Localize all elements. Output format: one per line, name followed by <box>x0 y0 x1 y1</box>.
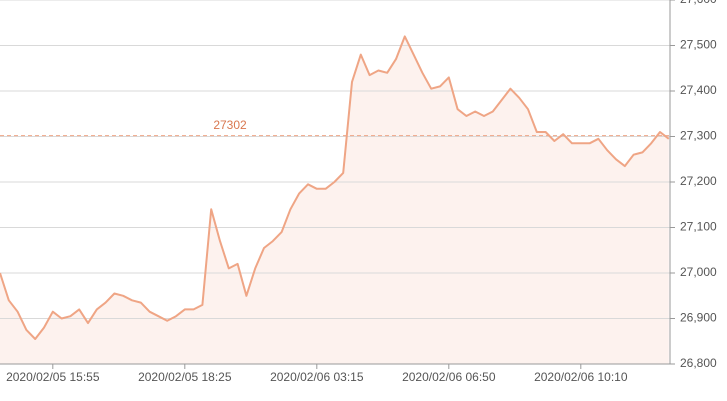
x-tick-label: 2020/02/06 06:50 <box>402 370 496 384</box>
x-tick-label: 2020/02/06 10:10 <box>534 370 628 384</box>
y-tick-label: 27,100 <box>680 220 717 234</box>
y-tick-label: 26,900 <box>680 311 717 325</box>
line <box>0 35 670 340</box>
mark-line-label: 27302 <box>213 118 247 132</box>
y-tick-label: 27,600 <box>680 0 717 6</box>
x-tick-label: 2020/02/05 18:25 <box>138 370 232 384</box>
x-tick-label: 2020/02/06 03:15 <box>270 370 364 384</box>
y-tick-label: 27,300 <box>680 129 717 143</box>
y-tick-label: 26,800 <box>680 356 717 370</box>
y-tick-label: 27,000 <box>680 265 717 279</box>
area <box>0 36 669 365</box>
y-tick-label: 27,400 <box>680 83 717 97</box>
y-tick-label: 27,500 <box>680 38 717 52</box>
x-tick-label: 2020/02/05 15:55 <box>6 370 100 384</box>
y-tick-label: 27,200 <box>680 174 717 188</box>
